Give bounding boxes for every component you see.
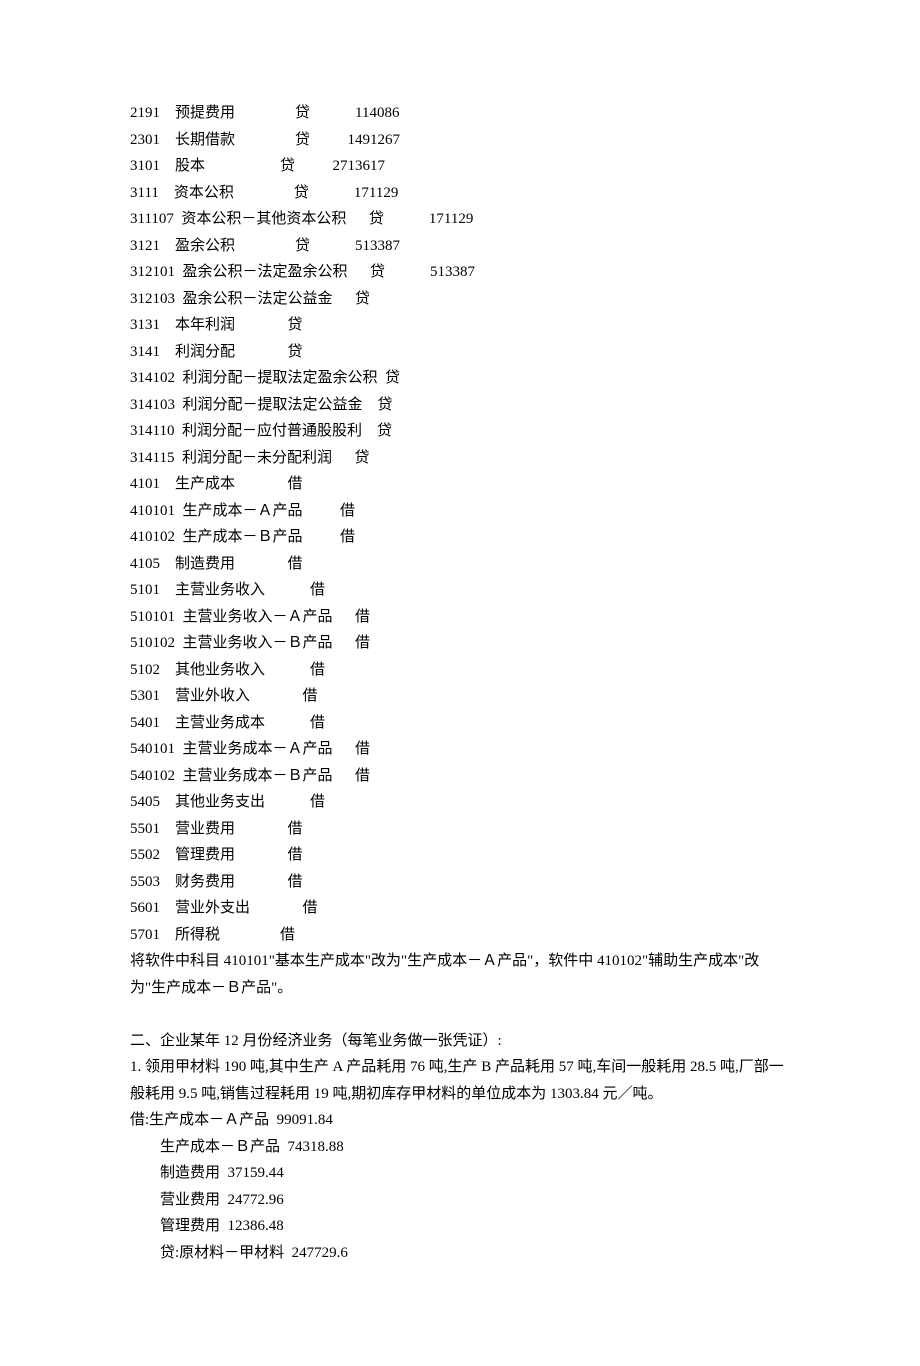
note-paragraph: 将软件中科目 410101"基本生产成本"改为"生产成本－Ａ产品"，软件中 41…: [130, 948, 790, 1001]
section-title: 二、企业某年 12 月份经济业务（每笔业务做一张凭证）:: [130, 1028, 790, 1055]
account-row: 540102 主营业务成本－Ｂ产品 借: [130, 763, 790, 790]
entry-line: 管理费用 12386.48: [130, 1213, 790, 1240]
document-page: 2191 预提费用 贷 1140862301 长期借款 贷 1491267310…: [0, 0, 920, 1366]
account-row: 410102 生产成本－Ｂ产品 借: [130, 524, 790, 551]
account-row: 314102 利润分配－提取法定盈余公积 贷: [130, 365, 790, 392]
entry-line: 贷:原材料－甲材料 247729.6: [130, 1240, 790, 1267]
item1-text: 1. 领用甲材料 190 吨,其中生产 A 产品耗用 76 吨,生产 B 产品耗…: [130, 1054, 790, 1107]
account-row: 314110 利润分配－应付普通股股利 贷: [130, 418, 790, 445]
account-row: 5503 财务费用 借: [130, 869, 790, 896]
entry-line: 制造费用 37159.44: [130, 1160, 790, 1187]
account-row: 5301 营业外收入 借: [130, 683, 790, 710]
account-row: 540101 主营业务成本－Ａ产品 借: [130, 736, 790, 763]
account-row: 4105 制造费用 借: [130, 551, 790, 578]
account-row: 4101 生产成本 借: [130, 471, 790, 498]
account-row: 3141 利润分配 贷: [130, 339, 790, 366]
account-row: 5502 管理费用 借: [130, 842, 790, 869]
account-row: 314103 利润分配－提取法定公益金 贷: [130, 392, 790, 419]
account-row: 5601 营业外支出 借: [130, 895, 790, 922]
entry-line: 借:生产成本－Ａ产品 99091.84: [130, 1107, 790, 1134]
account-row: 311107 资本公积－其他资本公积 贷 171129: [130, 206, 790, 233]
account-row: 510101 主营业务收入－Ａ产品 借: [130, 604, 790, 631]
account-row: 3121 盈余公积 贷 513387: [130, 233, 790, 260]
account-list: 2191 预提费用 贷 1140862301 长期借款 贷 1491267310…: [130, 100, 790, 948]
account-row: 2301 长期借款 贷 1491267: [130, 127, 790, 154]
account-row: 410101 生产成本－Ａ产品 借: [130, 498, 790, 525]
account-row: 5401 主营业务成本 借: [130, 710, 790, 737]
entry-line: 生产成本－Ｂ产品 74318.88: [130, 1134, 790, 1161]
account-row: 5102 其他业务收入 借: [130, 657, 790, 684]
account-row: 3131 本年利润 贷: [130, 312, 790, 339]
account-row: 5701 所得税 借: [130, 922, 790, 949]
account-row: 312103 盈余公积－法定公益金 贷: [130, 286, 790, 313]
account-row: 3111 资本公积 贷 171129: [130, 180, 790, 207]
account-row: 510102 主营业务收入－Ｂ产品 借: [130, 630, 790, 657]
account-row: 2191 预提费用 贷 114086: [130, 100, 790, 127]
account-row: 314115 利润分配－未分配利润 贷: [130, 445, 790, 472]
account-row: 3101 股本 贷 2713617: [130, 153, 790, 180]
account-row: 5501 营业费用 借: [130, 816, 790, 843]
account-row: 5101 主营业务收入 借: [130, 577, 790, 604]
blank-line: [130, 1001, 790, 1028]
account-row: 312101 盈余公积－法定盈余公积 贷 513387: [130, 259, 790, 286]
entry-line: 营业费用 24772.96: [130, 1187, 790, 1214]
account-row: 5405 其他业务支出 借: [130, 789, 790, 816]
